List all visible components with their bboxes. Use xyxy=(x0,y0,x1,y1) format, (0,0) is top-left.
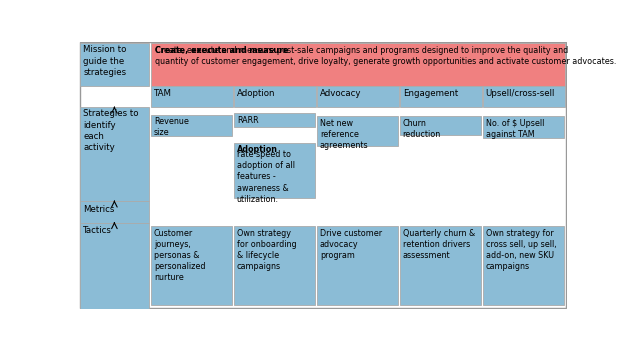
Text: No. of $ Upsell
against TAM: No. of $ Upsell against TAM xyxy=(486,119,544,139)
Text: Adoption: Adoption xyxy=(237,88,275,98)
Bar xyxy=(317,85,399,107)
Text: Advocacy: Advocacy xyxy=(320,88,361,98)
Text: RARR: RARR xyxy=(237,116,258,125)
Text: Net new
reference
agreements: Net new reference agreements xyxy=(320,119,369,150)
Bar xyxy=(399,85,482,107)
Text: Strategies to
identify
each
activity: Strategies to identify each activity xyxy=(83,109,139,152)
Text: Own strategy
for onboarding
& lifecycle
campaigns: Own strategy for onboarding & lifecycle … xyxy=(237,229,297,271)
Text: Create, execute and measure: Create, execute and measure xyxy=(155,46,289,55)
Bar xyxy=(151,115,232,136)
Text: rate speed to
adoption of all
features -
awareness &
utilization.: rate speed to adoption of all features -… xyxy=(237,150,295,204)
Bar xyxy=(483,227,564,305)
Text: Metrics: Metrics xyxy=(83,205,115,214)
Bar xyxy=(234,113,315,127)
Bar xyxy=(151,227,232,305)
Text: Engagement: Engagement xyxy=(403,88,458,98)
Bar xyxy=(483,116,564,138)
Bar xyxy=(80,201,149,222)
Text: Mission to
guide the
strategies: Mission to guide the strategies xyxy=(83,45,127,77)
Text: TAM: TAM xyxy=(154,88,172,98)
Bar xyxy=(399,227,481,305)
Text: Upsell/cross-sell: Upsell/cross-sell xyxy=(486,88,555,98)
Bar xyxy=(151,85,233,107)
Bar xyxy=(80,222,149,309)
Bar xyxy=(317,227,398,305)
Bar xyxy=(483,85,564,107)
Bar xyxy=(80,107,149,201)
Bar xyxy=(317,116,398,146)
Bar xyxy=(234,143,315,198)
Text: Quarterly churn &
retention drivers
assessment: Quarterly churn & retention drivers asse… xyxy=(403,229,475,260)
Text: Tactics: Tactics xyxy=(83,227,112,236)
Text: Churn
reduction: Churn reduction xyxy=(403,119,441,139)
Text: Customer
journeys,
personas &
personalized
nurture: Customer journeys, personas & personaliz… xyxy=(154,229,205,282)
Text: Create, execute and measure post-sale campaigns and programs designed to improve: Create, execute and measure post-sale ca… xyxy=(155,46,616,66)
Bar xyxy=(151,43,564,85)
Text: Own strategy for
cross sell, up sell,
add-on, new SKU
campaigns: Own strategy for cross sell, up sell, ad… xyxy=(486,229,556,271)
Text: Revenue
size: Revenue size xyxy=(154,117,189,137)
Bar xyxy=(234,227,315,305)
Bar xyxy=(399,116,481,135)
Text: Drive customer
advocacy
program: Drive customer advocacy program xyxy=(320,229,382,260)
Bar xyxy=(80,43,149,85)
Text: Adoption: Adoption xyxy=(237,145,278,154)
Bar xyxy=(234,85,316,107)
